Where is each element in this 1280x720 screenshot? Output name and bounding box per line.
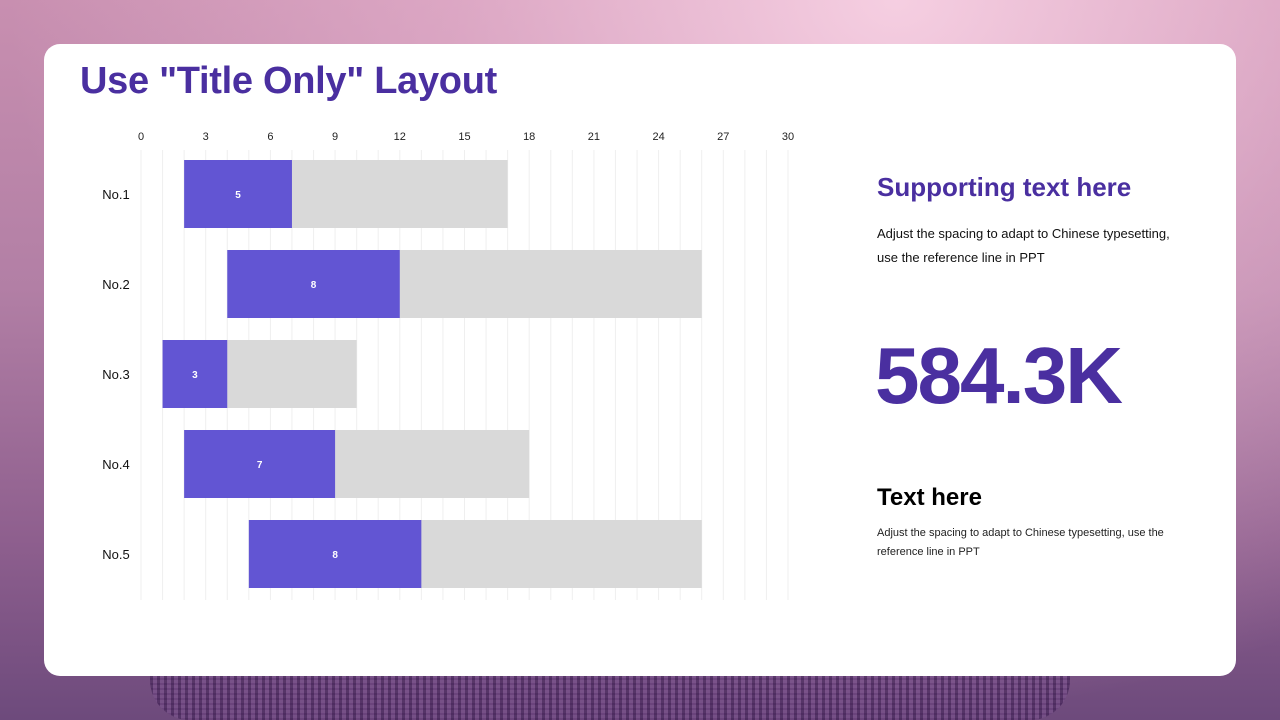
bar-remainder xyxy=(399,250,702,318)
x-tick-label: 18 xyxy=(523,131,535,143)
category-labels: No.1 No.2 No.3 No.4 No.5 xyxy=(102,187,129,562)
x-tick-label: 3 xyxy=(203,131,209,143)
bar-remainder xyxy=(291,160,508,228)
category-label: No.3 xyxy=(102,367,129,382)
bar-value xyxy=(227,250,400,318)
bar-remainder xyxy=(421,520,702,588)
slide-title: Use "Title Only" Layout xyxy=(80,60,497,102)
bar-value xyxy=(248,520,422,588)
supporting-title: Supporting text here xyxy=(877,172,1132,202)
x-axis-ticks: 0 3 6 9 12 15 18 21 24 27 30 xyxy=(138,131,794,143)
category-label: No.5 xyxy=(102,547,129,562)
background-pattern xyxy=(150,672,1070,720)
supporting-body: Adjust the spacing to adapt to Chinese t… xyxy=(877,226,1170,265)
bar-data-label: 8 xyxy=(311,280,317,291)
bar-remainder xyxy=(227,340,357,408)
x-tick-label: 30 xyxy=(782,131,794,143)
text-title: Text here xyxy=(877,484,982,511)
x-tick-label: 0 xyxy=(138,131,144,143)
big-number: 584.3K xyxy=(875,331,1123,420)
bar-data-label: 7 xyxy=(257,460,263,471)
category-label: No.1 xyxy=(102,187,129,202)
bar-remainder xyxy=(335,430,530,498)
x-tick-label: 9 xyxy=(332,131,338,143)
category-label: No.4 xyxy=(102,457,129,472)
bar-value xyxy=(184,160,292,228)
x-tick-label: 27 xyxy=(717,131,729,143)
bar-data-label: 8 xyxy=(332,550,338,561)
bar-data-label: 3 xyxy=(192,370,198,381)
bar-value xyxy=(184,430,336,498)
x-tick-label: 21 xyxy=(588,131,600,143)
text-body: Adjust the spacing to adapt to Chinese t… xyxy=(877,527,1164,558)
slide-card: Use "Title Only" Layout 0 3 6 9 12 15 18 21 24 27… xyxy=(44,44,1236,676)
chart-bars: 5 8 3 7 8 xyxy=(162,160,702,588)
x-tick-label: 12 xyxy=(394,131,406,143)
x-tick-label: 24 xyxy=(652,131,664,143)
x-tick-label: 15 xyxy=(458,131,470,143)
bar-data-label: 5 xyxy=(235,190,241,201)
x-tick-label: 6 xyxy=(267,131,273,143)
category-label: No.2 xyxy=(102,277,129,292)
bar-value xyxy=(162,340,228,408)
